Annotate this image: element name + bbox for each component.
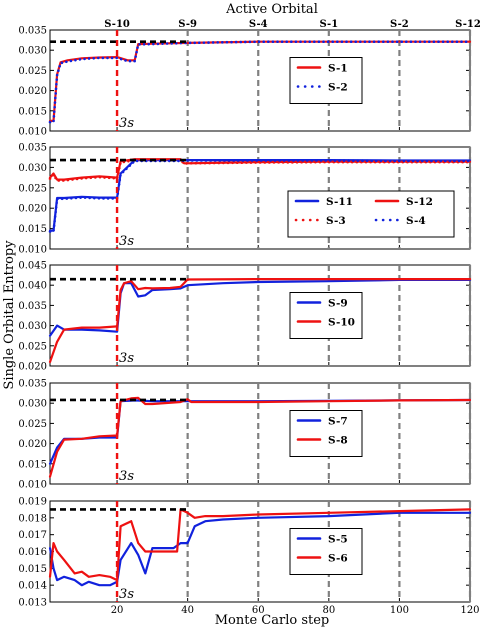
top-tick-label: S-1 bbox=[319, 19, 338, 30]
annotation-label: 3s bbox=[119, 351, 134, 366]
series-line-s-3 bbox=[48, 158, 472, 182]
legend-label: S-2 bbox=[328, 82, 348, 94]
y-tick-label: 0.018 bbox=[18, 513, 47, 524]
y-tick-label: 0.017 bbox=[18, 530, 47, 541]
y-tick-label: 0.010 bbox=[18, 480, 47, 491]
y-tick-label: 0.015 bbox=[18, 106, 47, 117]
annotation-label: 3s bbox=[119, 469, 134, 484]
x-tick-label: 20 bbox=[111, 605, 124, 616]
legend-box bbox=[289, 528, 363, 575]
chart-panels: 0.0100.0150.0200.0250.0300.0353sS-1S-2S-… bbox=[18, 19, 480, 616]
y-tick-label: 0.016 bbox=[18, 547, 47, 558]
top-tick-label: S-10 bbox=[104, 19, 130, 30]
series-line-s-5 bbox=[48, 511, 472, 587]
y-tick-label: 0.015 bbox=[18, 564, 47, 575]
legend-label: S-9 bbox=[328, 298, 348, 310]
y-tick-label: 0.035 bbox=[18, 26, 47, 37]
y-tick-label: 0.040 bbox=[18, 281, 47, 292]
legend: S-11 S-12 S-3 S-4 bbox=[287, 190, 455, 238]
legend-label: S-10 bbox=[328, 317, 355, 329]
y-axis-title: Single Orbital Entropy bbox=[2, 240, 17, 390]
top-tick-label: S-9 bbox=[178, 19, 197, 30]
legend-box bbox=[289, 292, 363, 339]
x-tick-label: 60 bbox=[252, 605, 265, 616]
y-tick-label: 0.025 bbox=[18, 419, 47, 430]
top-tick-label: S-2 bbox=[390, 19, 409, 30]
legend-label: S-4 bbox=[406, 215, 426, 227]
chart-panel-4: 0.010 0.015 0.020 0.025 0.030 0.035 3s S-7 S-8 bbox=[18, 379, 472, 491]
x-tick-label: 100 bbox=[390, 605, 409, 616]
annotation-label: 3s bbox=[119, 234, 134, 249]
series-line-s-9 bbox=[48, 278, 472, 337]
y-tick-label: 0.015 bbox=[18, 224, 47, 235]
series-line-s-10 bbox=[48, 278, 472, 364]
legend: S-7 S-8 bbox=[289, 410, 363, 457]
legend-label: S-7 bbox=[328, 416, 348, 428]
chart-panel-5: 0.013 0.014 0.015 0.016 0.017 0.018 0.019 20 40 6… bbox=[18, 497, 479, 617]
legend-label: S-11 bbox=[326, 196, 353, 208]
legend: S-9 S-10 bbox=[289, 292, 363, 339]
chart-panel-1: 0.0100.0150.0200.0250.0300.0353sS-1S-2S-… bbox=[18, 19, 480, 138]
x-tick-label: 120 bbox=[460, 605, 479, 616]
legend-box bbox=[289, 57, 363, 104]
x-tick-label: 40 bbox=[181, 605, 194, 616]
annotation-label: 3s bbox=[119, 116, 134, 131]
top-axis-title: Active Orbital bbox=[225, 2, 318, 17]
y-tick-label: 0.030 bbox=[18, 399, 47, 410]
y-tick-label: 0.030 bbox=[18, 321, 47, 332]
y-tick-label: 0.020 bbox=[18, 86, 47, 97]
y-tick-label: 0.025 bbox=[18, 183, 47, 194]
legend-label: S-3 bbox=[326, 215, 346, 227]
legend-label: S-8 bbox=[328, 435, 348, 447]
y-tick-label: 0.030 bbox=[18, 46, 47, 57]
plot-frame bbox=[49, 382, 471, 485]
y-tick-label: 0.035 bbox=[18, 301, 47, 312]
y-tick-label: 0.020 bbox=[18, 362, 47, 373]
plot-frame bbox=[49, 29, 471, 132]
y-tick-label: 0.030 bbox=[18, 163, 47, 174]
legend-box bbox=[289, 410, 363, 457]
plot-frame bbox=[49, 500, 471, 603]
y-tick-label: 0.013 bbox=[18, 598, 47, 609]
x-tick-label: 80 bbox=[322, 605, 335, 616]
x-axis-title: Monte Carlo step bbox=[215, 613, 330, 628]
y-tick-label: 0.014 bbox=[18, 581, 47, 592]
y-tick-label: 0.025 bbox=[18, 341, 47, 352]
legend-box bbox=[287, 190, 455, 238]
y-tick-label: 0.020 bbox=[18, 439, 47, 450]
series-line-s-2 bbox=[48, 40, 472, 124]
y-tick-label: 0.010 bbox=[18, 245, 47, 256]
y-tick-label: 0.015 bbox=[18, 459, 47, 470]
y-tick-label: 0.045 bbox=[18, 261, 47, 272]
chart-panel-3: 0.020 0.025 0.030 0.035 0.040 0.045 3s S-9 S-10 bbox=[18, 261, 472, 373]
legend-label: S-12 bbox=[406, 196, 433, 208]
chart-panel-2: 0.010 0.015 0.020 0.025 0.030 0.035 3s S-11 S-12… bbox=[18, 143, 472, 256]
y-tick-label: 0.035 bbox=[18, 143, 47, 154]
y-tick-label: 0.025 bbox=[18, 66, 47, 77]
legend-label: S-1 bbox=[328, 63, 348, 75]
legend: S-5 S-6 bbox=[289, 528, 363, 575]
y-tick-label: 0.035 bbox=[18, 379, 47, 390]
y-tick-label: 0.019 bbox=[18, 497, 47, 508]
y-tick-label: 0.010 bbox=[18, 127, 47, 138]
series-line-s-4 bbox=[48, 159, 472, 233]
series-line-s-7 bbox=[48, 398, 472, 465]
series-line-s-6 bbox=[48, 508, 472, 582]
series-line-s-1 bbox=[48, 40, 472, 123]
top-tick-label: S-4 bbox=[249, 19, 268, 30]
legend-label: S-5 bbox=[328, 534, 348, 546]
y-tick-label: 0.020 bbox=[18, 204, 47, 215]
legend-label: S-6 bbox=[328, 553, 348, 565]
top-tick-label: S-12 bbox=[455, 19, 480, 30]
annotation-label: 3s bbox=[119, 587, 134, 602]
legend: S-1 S-2 bbox=[289, 57, 363, 104]
